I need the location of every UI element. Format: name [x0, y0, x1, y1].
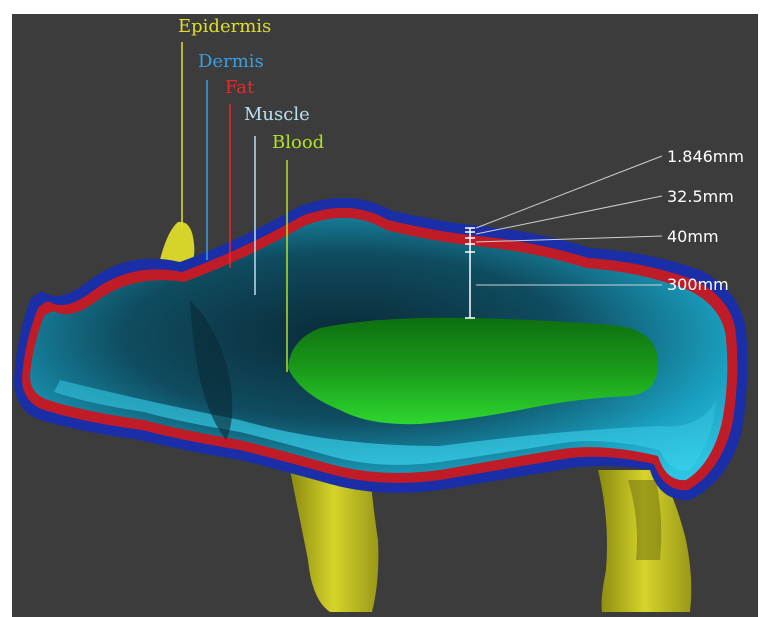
render-viewport: Epidermis Dermis Fat Muscle Blood 1.846m…	[12, 14, 758, 617]
rhino-cross-section	[14, 42, 748, 612]
label-epidermis: Epidermis	[178, 16, 272, 37]
label-dermis: Dermis	[198, 51, 264, 72]
belly-shading	[54, 380, 716, 471]
measurement-1: 1.846mm	[667, 147, 744, 166]
label-blood: Blood	[272, 132, 325, 153]
blood-volume	[288, 317, 659, 425]
shoulder-shading	[190, 300, 233, 440]
measurement-marker	[465, 227, 475, 319]
measurement-2: 32.5mm	[667, 187, 734, 206]
measurement-4: 300mm	[667, 275, 729, 294]
label-fat: Fat	[225, 77, 255, 98]
label-muscle: Muscle	[244, 104, 310, 125]
front-leg	[290, 470, 379, 612]
measurement-leaders	[475, 155, 663, 286]
rear-leg-inner	[628, 480, 662, 560]
measurement-3: 40mm	[667, 227, 719, 246]
